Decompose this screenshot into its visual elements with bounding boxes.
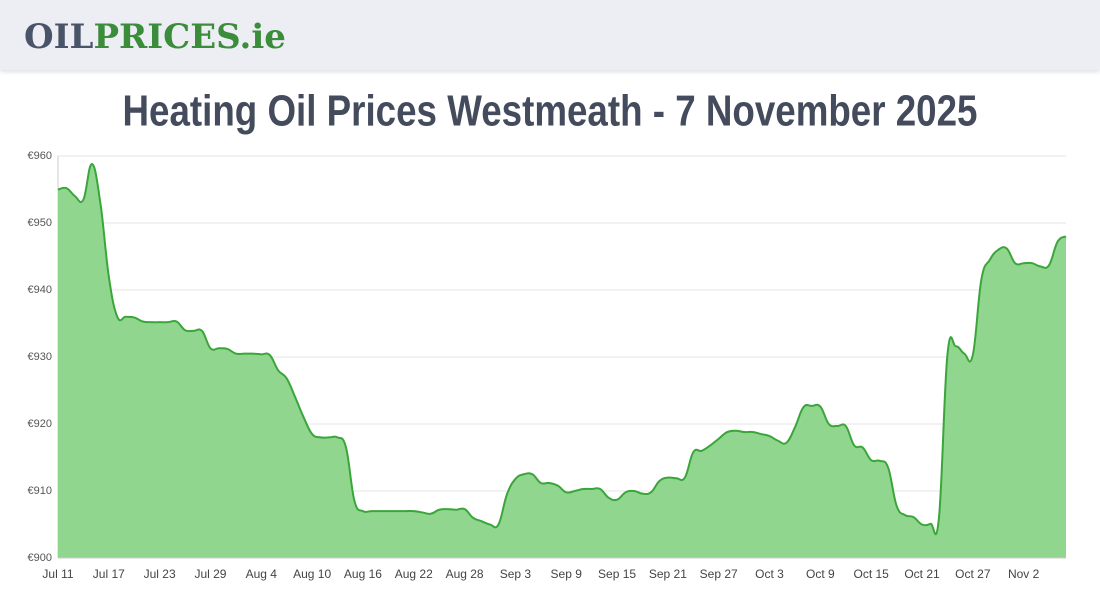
y-tick-label: €910 — [28, 485, 52, 497]
x-tick-label: Oct 21 — [904, 567, 940, 581]
x-tick-label: Sep 9 — [551, 567, 583, 581]
y-tick-label: €930 — [28, 351, 52, 363]
x-tick-label: Jul 29 — [194, 567, 226, 581]
y-tick-label: €960 — [28, 150, 52, 162]
logo[interactable]: OILPRICES.ie — [24, 17, 286, 57]
area — [58, 164, 1066, 558]
x-tick-label: Aug 22 — [395, 567, 433, 581]
header-bar — [0, 0, 1100, 70]
y-tick-label: €920 — [28, 418, 52, 430]
x-tick-label: Oct 9 — [806, 567, 835, 581]
x-tick-label: Aug 28 — [446, 567, 484, 581]
x-tick-label: Sep 21 — [649, 567, 687, 581]
x-tick-label: Aug 4 — [246, 567, 278, 581]
y-tick-label: €940 — [28, 284, 52, 296]
x-tick-label: Jul 17 — [93, 567, 125, 581]
y-tick-label: €900 — [28, 552, 52, 564]
x-tick-label: Jul 23 — [144, 567, 176, 581]
x-tick-label: Sep 3 — [500, 567, 532, 581]
line — [57, 163, 1067, 536]
logo-second: PRICES.ie — [93, 17, 285, 57]
x-tick-label: Nov 2 — [1008, 567, 1040, 581]
x-tick-label: Aug 16 — [344, 567, 382, 581]
chart-title: Heating Oil Prices Westmeath - 7 Novembe… — [123, 87, 978, 136]
x-tick-label: Oct 15 — [853, 567, 889, 581]
x-tick-label: Oct 27 — [955, 567, 991, 581]
x-tick-label: Sep 27 — [700, 567, 738, 581]
x-tick-label: Sep 15 — [598, 567, 636, 581]
x-tick-label: Aug 10 — [293, 567, 331, 581]
y-tick-label: €950 — [28, 217, 52, 229]
x-tick-label: Oct 3 — [755, 567, 784, 581]
logo-first: OIL — [24, 17, 94, 57]
x-tick-label: Jul 11 — [42, 567, 73, 581]
